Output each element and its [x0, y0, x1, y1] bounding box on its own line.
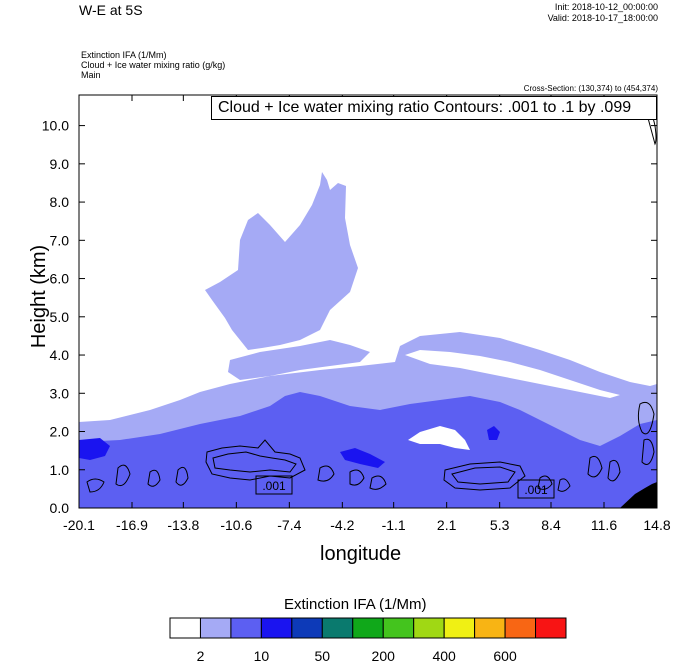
x-tick-label: -16.9	[116, 517, 148, 533]
colorbar-title: Extinction IFA (1/Mm)	[284, 596, 427, 613]
extinction-clear-pocket	[408, 426, 470, 450]
field-extinction: Extinction IFA (1/Mm)	[81, 50, 167, 60]
time-info: Init: 2018-10-12_00:00:00 Valid: 2018-10…	[548, 2, 658, 24]
y-tick-label: 8.0	[50, 194, 70, 210]
contour-label: .001	[524, 483, 548, 497]
colorbar-label: 10	[254, 648, 270, 664]
x-tick-label: -20.1	[63, 517, 95, 533]
field-info: Extinction IFA (1/Mm) Cloud + Ice water …	[81, 50, 225, 80]
colorbar-swatch	[474, 617, 506, 639]
y-tick-label: 10.0	[42, 118, 69, 134]
colorbar-label: 400	[432, 648, 456, 664]
colorbar-swatch	[291, 617, 323, 639]
colorbar-swatch	[504, 617, 537, 639]
field-domain: Main	[81, 70, 101, 80]
colorbar-label: 2	[197, 648, 205, 664]
extinction-anvil-light	[205, 172, 358, 350]
colorbar-swatch	[443, 617, 476, 639]
extinction-band-medium	[79, 392, 657, 508]
y-tick-label: 6.0	[50, 271, 70, 287]
colorbar-swatch	[382, 617, 415, 639]
colorbar-swatch	[352, 617, 384, 639]
colorbar-swatch	[321, 617, 354, 639]
x-tick-label: -10.6	[220, 517, 252, 533]
colorbar-label: 50	[315, 648, 331, 664]
x-tick-label: 14.8	[643, 517, 670, 533]
x-tick-label: 11.6	[591, 517, 617, 533]
y-axis-label: Height (km)	[28, 244, 51, 349]
extinction-gap	[405, 350, 620, 398]
x-tick-label: 8.4	[541, 517, 561, 533]
colorbar-swatch	[230, 617, 262, 639]
y-tick-label: 3.0	[50, 385, 70, 401]
cross-section-label: Cross-Section: (130,374) to (454,374)	[523, 84, 658, 93]
valid-time: Valid: 2018-10-17_18:00:00	[547, 13, 658, 23]
contour-label: .001	[262, 479, 286, 493]
chart-title: W-E at 5S	[79, 2, 143, 18]
y-tick-label: 2.0	[50, 424, 70, 440]
colorbar-swatch	[413, 617, 445, 639]
extinction-band-dark	[79, 438, 110, 460]
y-tick-label: 5.0	[50, 309, 70, 325]
x-tick-label: 5.3	[490, 517, 510, 533]
x-axis-label: longitude	[320, 543, 402, 565]
init-time: Init: 2018-10-12_00:00:00	[554, 2, 658, 12]
y-tick-label: 7.0	[50, 232, 70, 248]
colorbar-swatch	[169, 617, 201, 639]
y-tick-label: 0.0	[50, 500, 70, 516]
x-tick-label: -7.4	[277, 517, 301, 533]
extinction-spot-dark	[487, 426, 500, 440]
y-tick-label: 9.0	[50, 156, 70, 172]
extinction-blob-dark	[340, 448, 385, 468]
plot-frame	[78, 94, 658, 509]
y-tick-label: 1.0	[50, 462, 70, 478]
field-mixing-ratio: Cloud + Ice water mixing ratio (g/kg)	[81, 60, 226, 70]
x-tick-label: -4.2	[330, 517, 354, 533]
x-tick-label: -1.1	[382, 517, 406, 533]
extinction-cloud-light	[228, 340, 370, 380]
colorbar-swatch	[260, 617, 293, 639]
colorbar-swatch	[199, 617, 232, 639]
x-tick-label: 2.1	[437, 517, 457, 533]
colorbar-label: 600	[493, 648, 517, 664]
colorbar-swatch	[535, 617, 567, 639]
contour-info-box: Cloud + Ice water mixing ratio Contours:…	[211, 96, 657, 120]
y-tick-label: 4.0	[50, 347, 70, 363]
plot-area	[79, 95, 657, 508]
colorbar-label: 200	[372, 648, 396, 664]
x-tick-label: -13.8	[167, 517, 199, 533]
extinction-terrain	[620, 482, 657, 508]
